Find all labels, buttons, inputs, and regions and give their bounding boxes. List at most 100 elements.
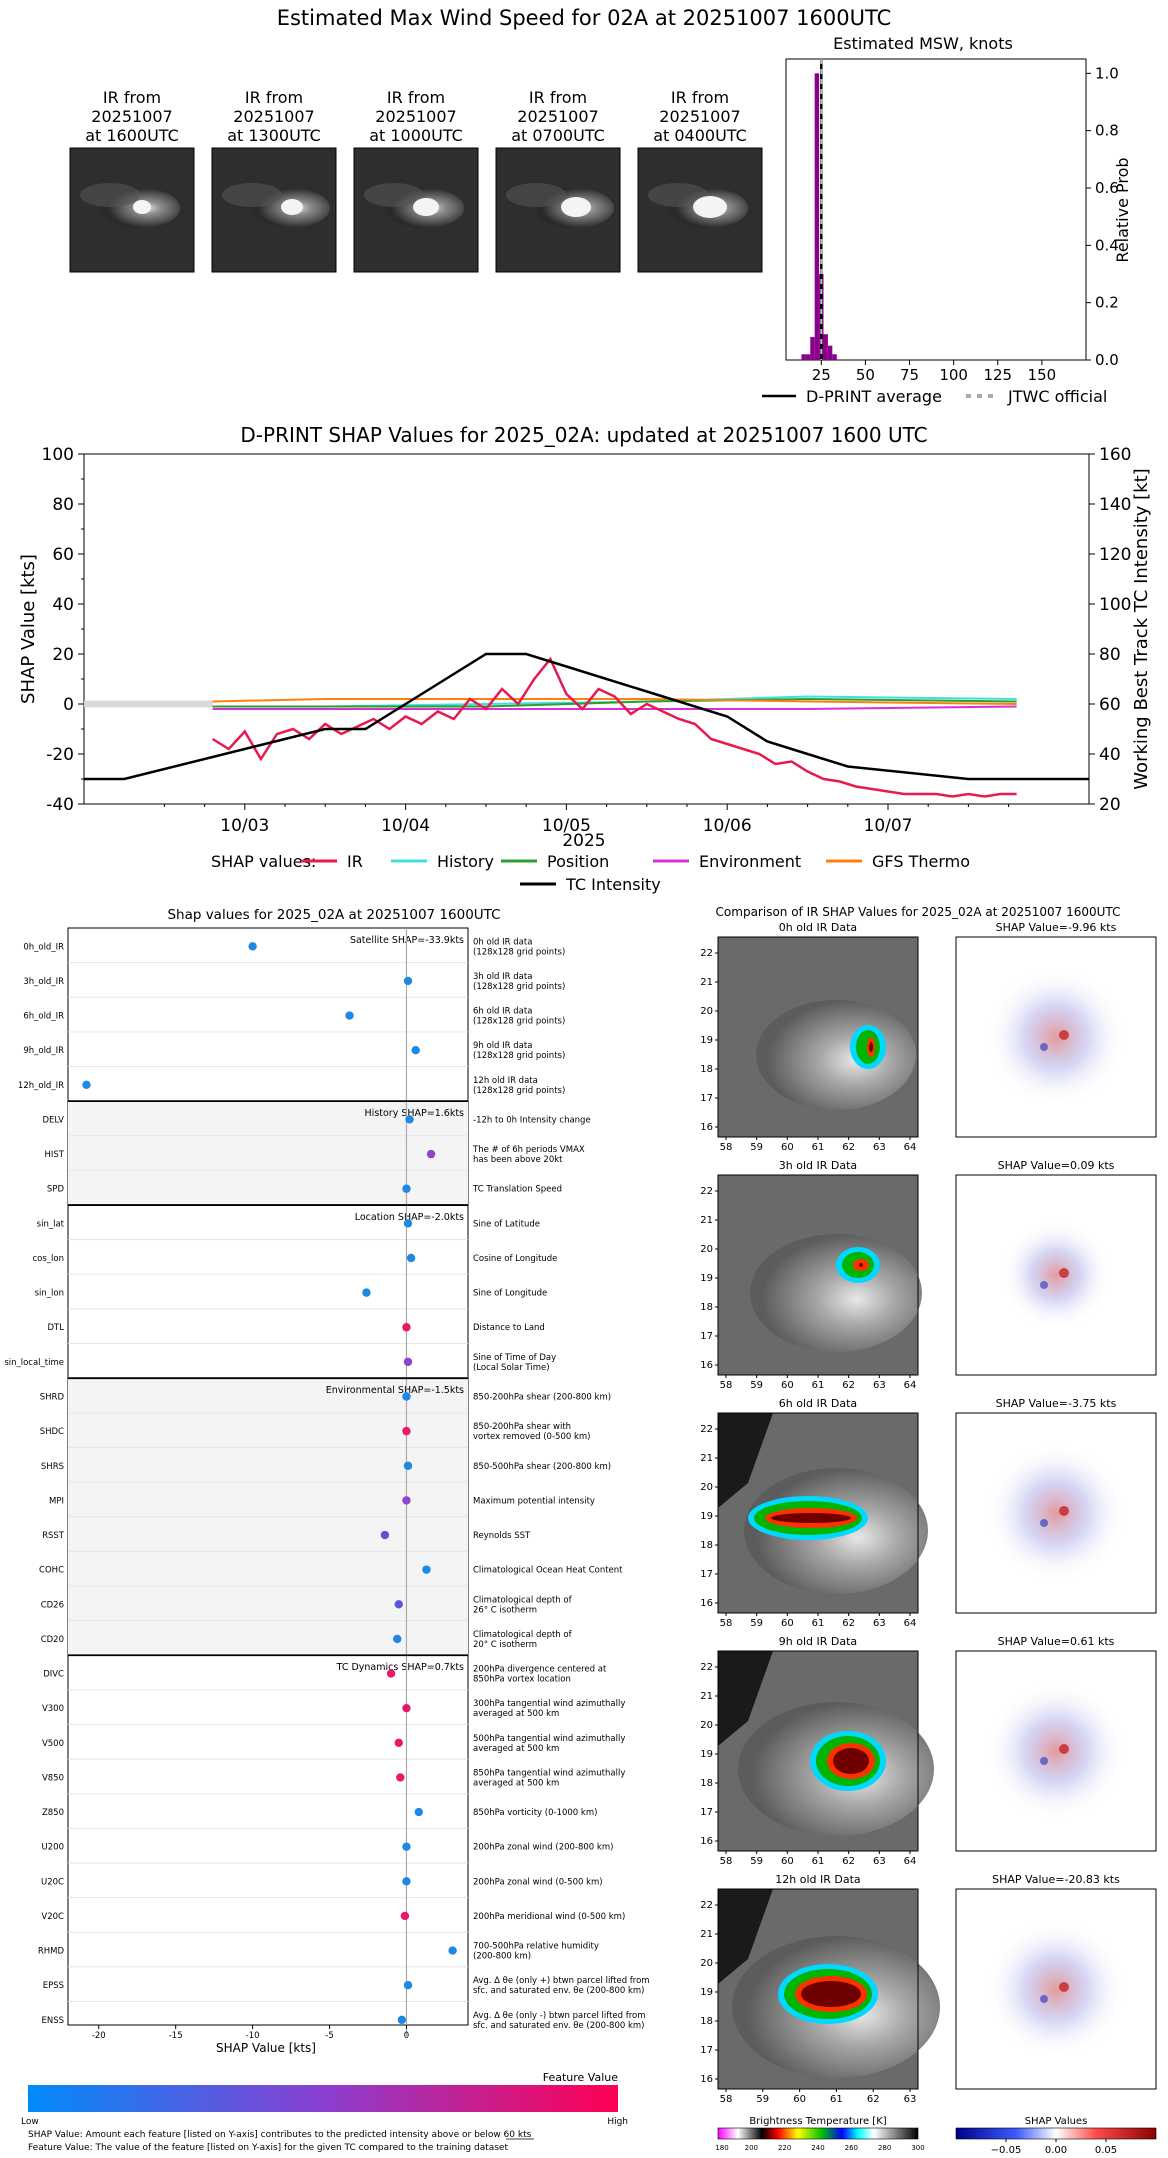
- feature-description: The # of 6h periods VMAX: [472, 1145, 585, 1155]
- ir-thumbnail-core: [281, 199, 303, 215]
- bt-tick-label: 260: [845, 2144, 858, 2152]
- feature-description: averaged at 500 km: [473, 1744, 559, 1754]
- feature-name: SHRD: [40, 1393, 65, 1403]
- dots-title: Shap values for 2025_02A at 20251007 160…: [167, 907, 500, 923]
- ir-ytick-label: 18: [700, 1064, 713, 1075]
- ir-ytick-label: 19: [700, 1749, 713, 1760]
- ir-panel-caption: 20251007: [375, 107, 456, 126]
- msw-ytick-label: 1.0: [1095, 64, 1119, 82]
- ir-cold-core: [833, 1748, 869, 1774]
- group-shading: [68, 1101, 468, 1206]
- ir-ytick-label: 19: [700, 1273, 713, 1284]
- feature-name: HIST: [45, 1150, 65, 1160]
- ir-ytick-label: 20: [700, 1958, 713, 1969]
- feature-name: sin_lat: [37, 1219, 65, 1229]
- ts-ylabel: SHAP Value [kts]: [18, 554, 39, 704]
- feature-name: sin_lon: [35, 1289, 64, 1299]
- ts-y2tick-label: 40: [1099, 745, 1121, 765]
- shap-dot: [403, 1357, 413, 1367]
- shap-dot: [402, 1184, 411, 1193]
- feature-description: Avg. Δ θe (only +) btwn parcel lifted fr…: [473, 1976, 650, 1986]
- ts-y2tick-label: 60: [1099, 695, 1121, 715]
- ts-legend: SHAP values: IR History Position Environmen…: [211, 852, 970, 894]
- feature-name: SPD: [47, 1185, 65, 1195]
- group-label: TC Dynamics SHAP=0.7kts: [336, 1662, 464, 1673]
- ir-ytick-label: 21: [700, 977, 713, 988]
- shap-coldspot: [1040, 1043, 1048, 1051]
- ir-xtick-label: 62: [842, 1142, 855, 1153]
- feature-description: 700-500hPa relative humidity: [473, 1942, 599, 1952]
- feature-colorbar: [28, 2085, 618, 2112]
- ir-cold-core: [859, 1263, 863, 1267]
- shap-coldspot: [1040, 1281, 1048, 1289]
- shap-dot: [380, 1530, 390, 1540]
- shap-dot: [403, 976, 413, 986]
- feature-description: 26° C isotherm: [473, 1605, 537, 1615]
- msw-legend-dprint: D-PRINT average: [806, 387, 942, 406]
- msw-xtick-label: 100: [939, 366, 968, 384]
- feature-description: -12h to 0h Intensity change: [473, 1115, 591, 1125]
- feature-name: U200: [42, 1843, 64, 1853]
- feature-description: (128x128 grid points): [473, 1086, 565, 1096]
- ir-panel-caption: 20251007: [659, 107, 740, 126]
- footnote-2: Feature Value: The value of the feature …: [28, 2143, 508, 2153]
- ts-intensity-line: [84, 652, 1089, 781]
- bt-colorbar: [717, 2127, 919, 2140]
- ts-y2label: Working Best Track TC Intensity [kt]: [1131, 468, 1152, 789]
- ir-thumbnail-core: [561, 197, 591, 217]
- msw-ytick-label: 0.8: [1095, 122, 1119, 140]
- shap-pattern: [1001, 1220, 1111, 1330]
- ir-xtick-label: 64: [904, 1618, 917, 1629]
- ir-ytick-label: 20: [700, 1006, 713, 1017]
- msw-histogram: Estimated MSW, knots Relative Prob 25 50 7…: [762, 34, 1132, 406]
- ir-ytick-label: 16: [700, 1598, 713, 1609]
- comparison-grid: Comparison of IR SHAP Values for 2025_02…: [700, 905, 1157, 2156]
- msw-bar: [810, 337, 815, 360]
- shap-dot: [402, 1703, 411, 1713]
- feature-name: V20C: [41, 1912, 64, 1922]
- legend-prefix: SHAP values:: [211, 852, 316, 871]
- feature-description: averaged at 500 km: [473, 1778, 559, 1788]
- ir-panel-caption: IR from: [103, 88, 161, 107]
- ts-xtick-label: 10/06: [703, 816, 752, 836]
- feature-name: EPSS: [43, 1981, 64, 1991]
- ts-ir-line: [211, 656, 1017, 798]
- ir-ytick-label: 17: [700, 1807, 713, 1818]
- ir-panel-title: 12h old IR Data: [775, 1873, 860, 1886]
- ts-ytick-label: 80: [52, 495, 74, 515]
- msw-xtick-label: 25: [812, 366, 831, 384]
- ts-ytick-label: 40: [52, 595, 74, 615]
- shap-dot: [402, 1842, 411, 1851]
- ir-xtick-label: 61: [812, 1142, 825, 1153]
- main-title: Estimated Max Wind Speed for 02A at 2025…: [277, 6, 892, 30]
- ir-thumbnail-cloud: [648, 183, 708, 207]
- shap-hotspot: [1059, 1268, 1069, 1278]
- feature-name: DTL: [48, 1323, 65, 1333]
- ir-image-frame: [717, 1888, 919, 2090]
- feature-name: U20C: [41, 1877, 64, 1887]
- ir-panel-title: 3h old IR Data: [779, 1159, 857, 1172]
- ir-ytick-label: 16: [700, 1122, 713, 1133]
- shap-tick-label: 0.00: [1045, 2145, 1067, 2156]
- colorbar-low: Low: [21, 2117, 39, 2127]
- ir-ytick-label: 20: [700, 1720, 713, 1731]
- shap-dot: [82, 1080, 91, 1090]
- ir-ytick-label: 20: [700, 1482, 713, 1493]
- ir-xtick-label: 59: [756, 2094, 769, 2105]
- ir-ytick-label: 16: [700, 2074, 713, 2085]
- feature-name: cos_lon: [32, 1254, 64, 1264]
- feature-description: Maximum potential intensity: [473, 1496, 595, 1506]
- ir-xtick-label: 58: [720, 1618, 733, 1629]
- ts-y2tick-label: 80: [1099, 645, 1121, 665]
- feature-name: V300: [42, 1704, 64, 1714]
- ir-cloud-field: [756, 1000, 916, 1110]
- feature-description: 200hPa zonal wind (200-800 km): [473, 1843, 613, 1853]
- ir-cold-core: [771, 1513, 851, 1523]
- feature-description: Climatological depth of: [473, 1630, 573, 1640]
- ir-thumbnail-core: [133, 200, 151, 214]
- feature-name: 0h_old_IR: [23, 942, 64, 952]
- shap-dot: [402, 1426, 411, 1436]
- feature-description: 0h old IR data: [473, 937, 532, 947]
- feature-name: 12h_old_IR: [18, 1081, 64, 1091]
